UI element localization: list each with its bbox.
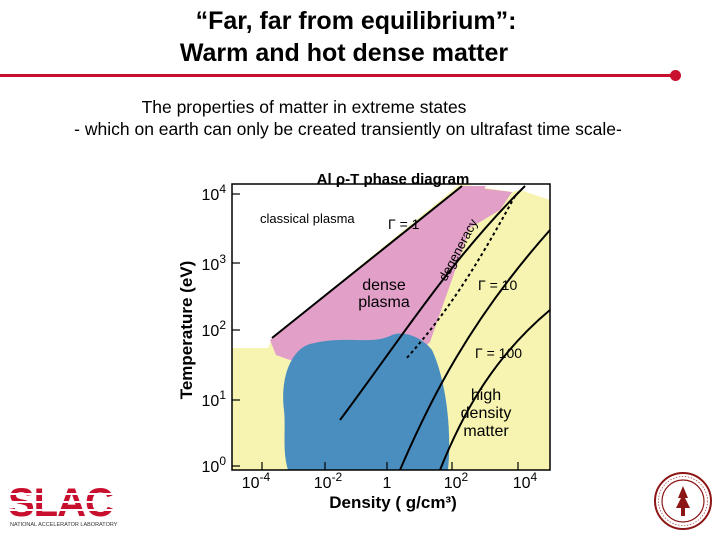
region-blue: [283, 333, 450, 470]
y-tick-label: 101: [202, 388, 227, 410]
slac-wordmark: SLAC: [8, 482, 113, 525]
boundary-line: [271, 185, 463, 339]
diagram-title: Al ρ-T phase diagram: [317, 171, 470, 188]
x-tick-label: 102: [444, 470, 469, 492]
y-tick-label: 103: [202, 252, 227, 274]
x-tick-label: 10-4: [242, 470, 271, 492]
title-divider-dot: [670, 70, 681, 81]
label-density: density: [461, 405, 512, 422]
y-tick-label: 104: [202, 182, 227, 204]
gamma-1-line: [339, 185, 526, 421]
region-pink: [270, 186, 486, 372]
gamma-10-line: [399, 229, 550, 470]
slide-title-line2: Warm and hot dense matter: [179, 39, 509, 67]
label-gamma-100: Γ = 100: [475, 345, 522, 361]
label-plasma: plasma: [358, 294, 410, 311]
x-axis-label: Density ( g/cm³): [329, 493, 457, 512]
label-classical-plasma: classical plasma: [260, 211, 355, 226]
slac-logo: SLAC NATIONAL ACCELERATOR LABORATORY: [8, 482, 132, 528]
degeneracy-line: [404, 195, 516, 361]
label-gamma-1: Γ = 1: [388, 216, 420, 232]
region-pink-upper: [462, 186, 512, 228]
y-tick-label: 100: [202, 454, 227, 476]
label-matter: matter: [463, 423, 509, 440]
label-dense: dense: [362, 277, 406, 294]
gamma-100-line: [439, 309, 550, 470]
x-tick-label: 104: [513, 470, 538, 492]
slac-tagline: NATIONAL ACCELERATOR LABORATORY: [10, 522, 118, 528]
slide-title-line1: “Far, far from equilibrium”:: [195, 7, 517, 35]
x-tick-label: 1: [383, 475, 392, 492]
label-gamma-10: Γ = 10: [478, 277, 517, 293]
plot-frame: [231, 183, 551, 471]
region-white-left: [232, 184, 460, 348]
label-high: high: [471, 387, 501, 404]
region-white-top: [460, 184, 550, 200]
subtitle-line2: - which on earth can only be created tra…: [74, 119, 622, 139]
title-divider: [0, 74, 676, 77]
subtitle-line1: The properties of matter in extreme stat…: [141, 97, 467, 117]
y-axis-label: Temperature (eV): [177, 261, 196, 400]
x-tick-label: 10-2: [314, 470, 343, 492]
university-seal: [654, 472, 712, 530]
y-tick-label: 102: [202, 318, 227, 340]
